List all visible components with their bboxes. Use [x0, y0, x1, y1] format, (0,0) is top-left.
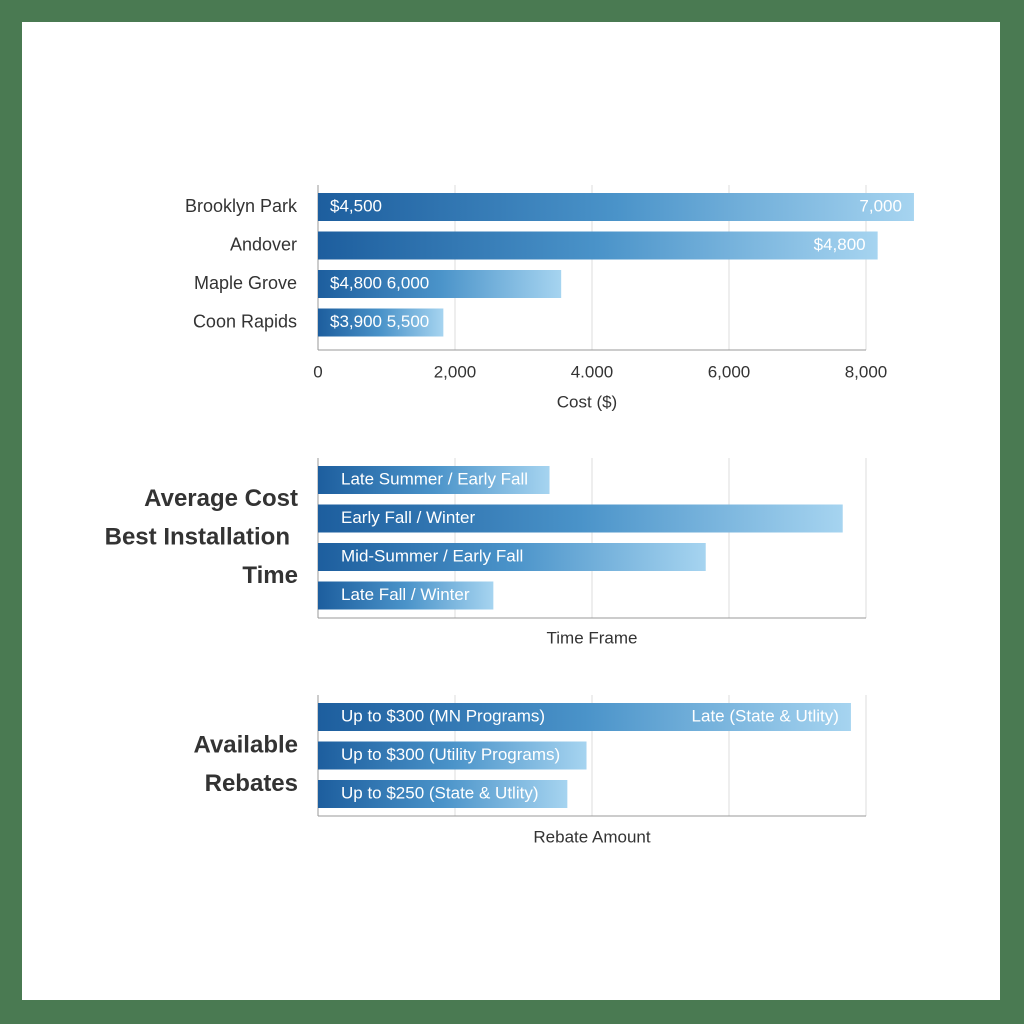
side-title: Rebates	[205, 770, 298, 797]
bar-label: Late Fall / Winter	[341, 585, 470, 604]
side-title: Average Cost	[144, 485, 298, 512]
bar	[318, 581, 494, 610]
bar-label: Early Fall / Winter	[341, 508, 475, 527]
bar	[318, 741, 587, 770]
bar-label: $4,800	[814, 235, 866, 254]
bar	[318, 780, 568, 808]
x-tick-label: 2,000	[434, 362, 477, 381]
bar	[318, 703, 851, 731]
y-tick-label: Coon Rapids	[193, 311, 297, 331]
x-tick-label: 4.000	[571, 362, 614, 381]
x-axis-title: Time Frame	[547, 628, 638, 647]
side-title: Best Installation	[105, 523, 290, 550]
x-tick-label: 0	[313, 362, 322, 381]
bar	[318, 466, 550, 494]
bar	[318, 308, 444, 337]
bar-label: Late Summer / Early Fall	[341, 469, 528, 488]
bar-label: Late (State & Utlity)	[692, 706, 839, 725]
bar	[318, 543, 706, 571]
bar-label: $3,900 5,500	[330, 312, 429, 331]
bar-label: Up to $250 (State & Utlity)	[341, 783, 538, 802]
bar-label: $4,500	[330, 196, 382, 215]
x-axis-title: Cost ($)	[557, 392, 617, 411]
y-tick-label: Maple Grove	[194, 273, 297, 293]
x-tick-label: 8,000	[845, 362, 888, 381]
y-tick-label: Andover	[230, 234, 297, 254]
side-title: Time	[242, 562, 298, 589]
y-tick-label: Brooklyn Park	[185, 196, 298, 216]
bar	[318, 504, 843, 533]
bar-label: Up to $300 (Utility Programs)	[341, 745, 560, 764]
bar-label: Up to $300 (MN Programs)	[341, 706, 545, 725]
x-tick-label: 6,000	[708, 362, 751, 381]
bar	[318, 193, 914, 221]
x-axis-title: Rebate Amount	[533, 827, 650, 846]
side-title: Available	[194, 732, 299, 759]
bar	[318, 270, 562, 298]
bar-label: Mid-Summer / Early Fall	[341, 546, 523, 565]
bar	[318, 231, 878, 260]
bar-label: $4,800 6,000	[330, 273, 429, 292]
bar-label: 7,000	[859, 196, 902, 215]
